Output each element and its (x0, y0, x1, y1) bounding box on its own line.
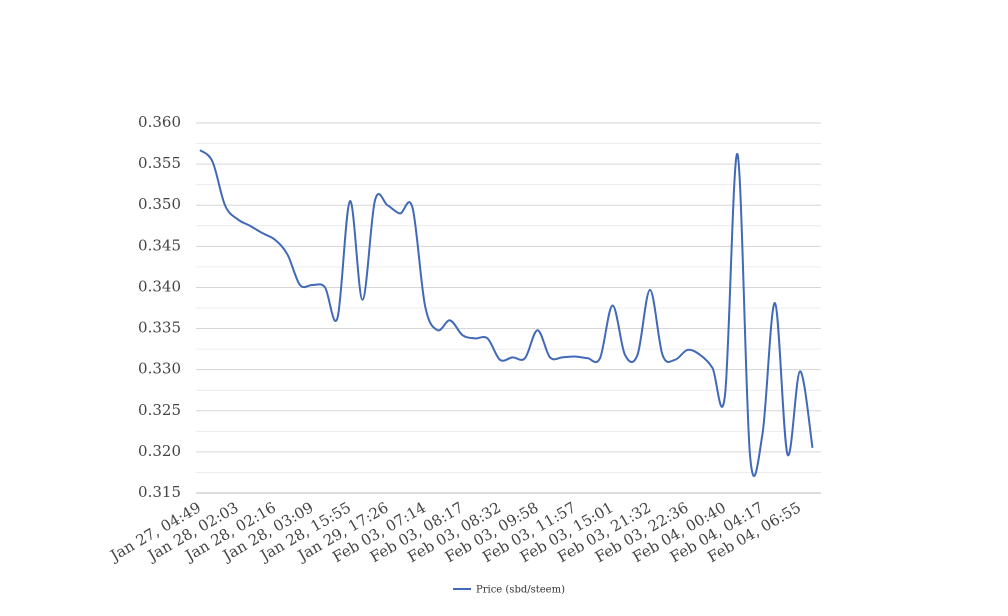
y-tick-label: 0.315 (138, 483, 181, 501)
y-tick-label: 0.330 (138, 360, 181, 378)
y-tick-label: 0.340 (138, 277, 181, 295)
price-line (199, 149, 814, 477)
y-tick-label: 0.320 (138, 442, 181, 460)
y-tick-label: 0.325 (138, 401, 181, 419)
y-tick-label: 0.345 (138, 236, 181, 254)
y-tick-label: 0.360 (138, 113, 181, 131)
y-tick-label: 0.355 (138, 154, 181, 172)
y-tick-label: 0.350 (138, 195, 181, 213)
y-tick-label: 0.335 (138, 319, 181, 337)
legend-label: Price (sbd/steem) (476, 585, 565, 596)
